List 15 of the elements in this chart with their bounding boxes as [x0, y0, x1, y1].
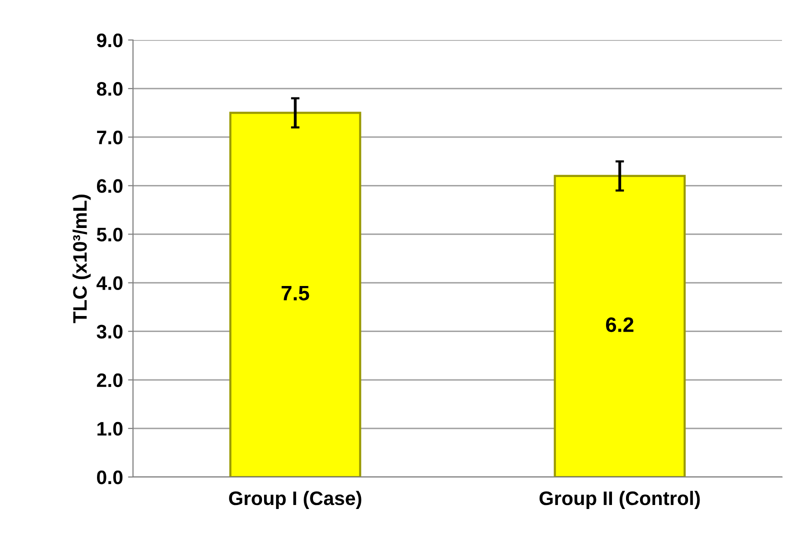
y-tick-label: 8.0 — [96, 82, 122, 96]
y-axis-title: TLC (x10³/mL) — [72, 194, 91, 324]
x-tick-label: Group II (Control) — [540, 490, 700, 510]
y-tick-label: 3.0 — [96, 324, 122, 339]
y-tick-label: 5.0 — [96, 228, 122, 242]
data-label: 7.5 — [282, 286, 310, 301]
y-tick-label: 7.0 — [97, 130, 122, 144]
y-tick-label: 4.0 — [96, 276, 122, 290]
x-tick-label: Group I (Case) — [229, 490, 362, 510]
y-tick-label: 9.0 — [96, 33, 122, 48]
y-tick-label: 0.0 — [97, 470, 122, 484]
y-tick-label: 2.0 — [96, 373, 122, 388]
y-tick-label: 1.0 — [97, 422, 122, 436]
data-label: 6.2 — [606, 317, 634, 332]
y-tick-label: 6.0 — [96, 179, 122, 193]
